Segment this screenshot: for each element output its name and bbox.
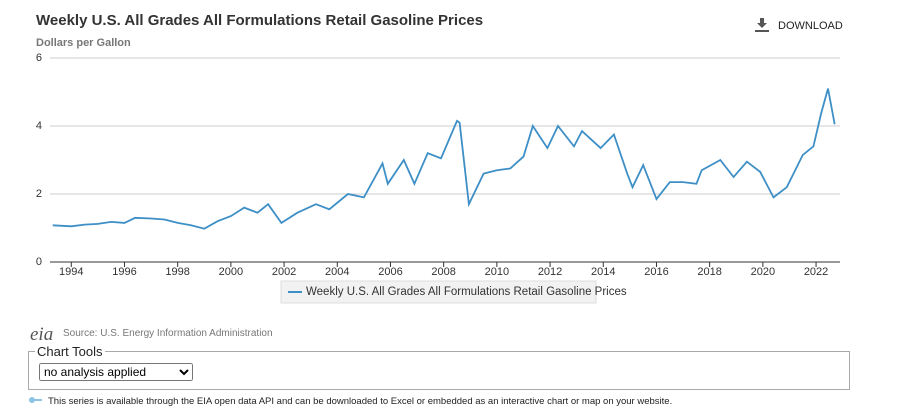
x-tick-label: 2012	[538, 266, 562, 278]
download-icon	[755, 18, 769, 32]
x-tick-label: 2008	[431, 266, 455, 278]
download-label: DOWNLOAD	[778, 20, 843, 32]
chart-title: Weekly U.S. All Grades All Formulations …	[36, 12, 483, 29]
y-tick-label: 6	[36, 52, 42, 64]
legend-label: Weekly U.S. All Grades All Formulations …	[306, 286, 627, 298]
chart-tools: Chart Tools no analysis applied	[28, 344, 850, 390]
x-tick-label: 2022	[804, 266, 828, 278]
source: Source: U.S. Energy Information Administ…	[63, 328, 273, 339]
x-tick-label: 1996	[112, 266, 136, 278]
x-tick-label: 2010	[485, 266, 509, 278]
y-tick-label: 2	[36, 188, 42, 200]
note: This series is available through the EIA…	[48, 396, 673, 407]
x-tick-label: 2004	[325, 266, 349, 278]
download-button[interactable]: DOWNLOAD	[755, 18, 843, 32]
chart: Weekly U.S. All Grades All Formulations …	[36, 12, 843, 304]
series-line	[52, 88, 836, 230]
x-tick-label: 2018	[697, 266, 721, 278]
y-tick-label: 0	[36, 256, 42, 268]
x-tick-label: 2002	[272, 266, 296, 278]
y-tick-label: 4	[36, 120, 42, 132]
legend-box	[280, 280, 597, 304]
chart-subtitle: Dollars per Gallon	[36, 37, 131, 49]
x-tick-label: 2014	[591, 266, 615, 278]
x-tick-label: 2006	[378, 266, 402, 278]
x-tick-label: 1998	[165, 266, 189, 278]
x-tick-label: 2020	[751, 266, 775, 278]
chart-tools-label: Chart Tools	[37, 344, 103, 359]
key-icon	[29, 397, 42, 403]
x-tick-label: 2000	[219, 266, 243, 278]
x-tick-label: 1994	[59, 266, 83, 278]
analysis-select[interactable]: no analysis applied	[39, 363, 193, 381]
x-tick-label: 2016	[644, 266, 668, 278]
logo: eia	[30, 324, 54, 345]
